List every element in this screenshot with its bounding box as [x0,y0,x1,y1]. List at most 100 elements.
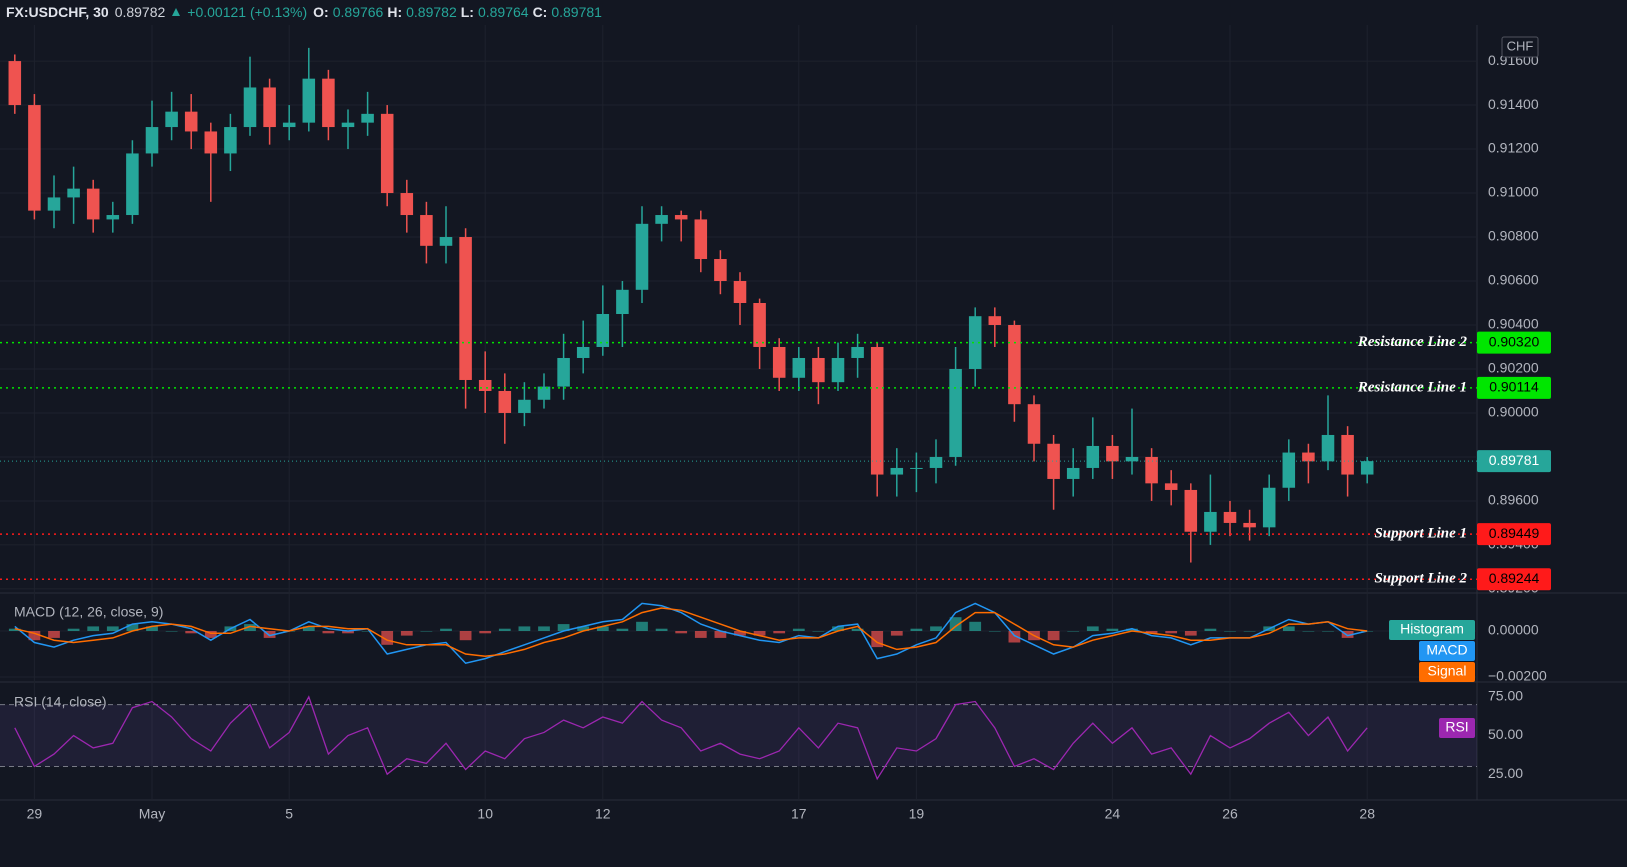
histogram-bar [753,631,766,636]
candle-body [851,346,864,358]
histogram-bar [87,626,100,632]
x-tick-label: 19 [909,806,925,822]
candle-body [1321,434,1335,462]
pane-title: RSI (14, close) [14,694,107,710]
candle-body [380,113,394,194]
y-tick-label: 0.90000 [1488,404,1539,420]
histogram-bar [1126,628,1138,632]
candle-body [86,188,100,220]
histogram-bar [204,631,217,638]
candle-body [8,61,22,106]
level-box [1477,376,1551,399]
candle-body [145,127,159,154]
candle-body [224,127,237,154]
histogram-bar [988,631,1001,632]
up-arrow [172,8,181,16]
candle-body [949,368,962,457]
legend-box [1419,662,1475,682]
legend-box [1419,641,1475,661]
y-tick-label: 0.00000 [1488,622,1539,638]
histogram-bar [322,631,335,634]
candle-body [341,122,355,128]
candle-body [243,87,257,128]
x-tick-label: 26 [1222,806,1238,822]
histogram-bar [792,628,805,632]
macd-line [14,607,1368,658]
histogram-bar [773,631,786,634]
candle-body [302,78,316,123]
histogram-bar [48,631,60,638]
candle-body [812,357,825,383]
legend-box [1389,620,1475,640]
level-box [1477,331,1551,354]
histogram-bar [185,631,198,634]
level-name: Support Line 2 [1374,571,1467,587]
histogram-bar [361,631,374,632]
histogram-bar [577,626,590,632]
price-box [1477,450,1551,473]
histogram-bar [812,631,825,632]
x-tick-label: 5 [285,806,293,822]
candle-body [1164,483,1178,490]
candle-body [498,390,512,413]
candle-body [126,153,139,216]
candle-body [870,346,884,475]
histogram-bar [1067,631,1080,632]
candle-body [1047,443,1060,479]
legend-box [1439,718,1475,738]
candle-body [792,357,806,378]
histogram-bar [1106,628,1119,632]
x-tick-label: 17 [791,806,807,822]
ohlc-value: 0.89764 [477,4,529,20]
level-box [1477,568,1551,591]
candle-body [263,87,276,128]
histogram-bar [930,626,942,632]
histogram-bar [420,631,433,632]
candle-body [1008,324,1021,405]
histogram-bar [734,631,746,636]
candle-body [988,316,1002,325]
level-value: 0.90320 [1489,333,1540,349]
candle-body [635,223,649,290]
price-box-label: 0.89781 [1489,452,1540,468]
candle-body [47,197,61,211]
histogram-bar [479,631,492,634]
candle-body [1125,456,1139,462]
candle-body [831,357,845,383]
histogram-bar [165,631,178,632]
header: FX:USDCHF, 30 0.89782 +0.00121 (+0.13%) … [6,2,602,22]
candle-body [968,316,982,369]
rsi-line [14,695,1368,781]
legend-label: MACD [1426,642,1467,658]
histogram-bar [1047,631,1060,641]
histogram-bar [694,631,707,638]
y-tick-label: 0.91200 [1488,140,1539,156]
y-tick-label: −0.00200 [1488,668,1547,684]
ohlc-label: H: [387,4,403,20]
histogram-bar [263,631,276,638]
candle-body [537,386,551,400]
x-tick-label: 29 [27,806,43,822]
candle-body [890,467,904,475]
level-value: 0.89449 [1489,525,1540,541]
histogram-bar [459,631,472,641]
level-value: 0.89244 [1489,570,1540,586]
candle-body [1027,404,1041,444]
candle-body [1282,452,1296,488]
candle-body [106,215,120,220]
histogram-bar [890,631,903,636]
histogram-bar [1145,631,1158,634]
symbol: FX:USDCHF, 30 [6,4,109,20]
histogram-bar [714,631,727,638]
candle-body [557,357,570,387]
candle-body [1086,445,1100,468]
histogram-bar [557,624,570,632]
candle-body [165,111,178,128]
x-tick-label: May [139,806,165,822]
y-tick-label: 0.89600 [1488,492,1539,508]
candle-body [929,456,943,468]
y-tick-label: 25.00 [1488,765,1523,781]
histogram-bar [146,626,158,632]
